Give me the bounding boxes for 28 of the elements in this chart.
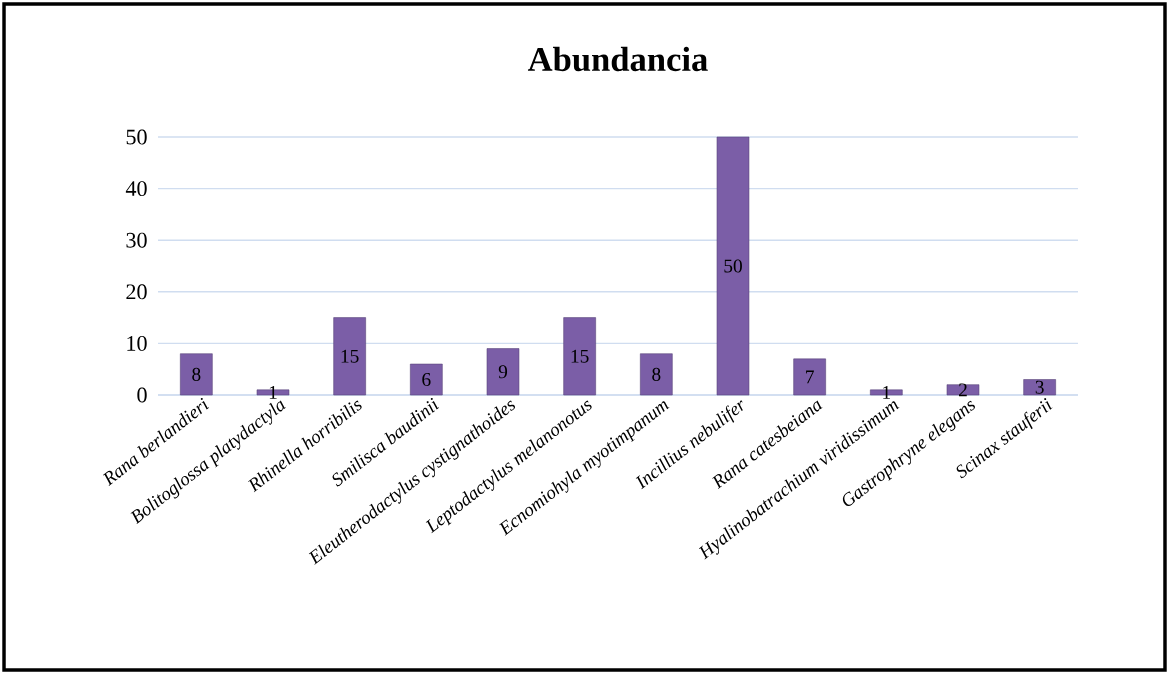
- data-label: 7: [806, 370, 814, 384]
- data-label: 15: [341, 349, 359, 363]
- data-label: 50: [724, 259, 742, 273]
- bar: [180, 353, 213, 396]
- data-label: 6: [422, 373, 431, 387]
- bar: [1023, 379, 1056, 396]
- data-label: 3: [1035, 380, 1044, 394]
- y-tick-label: 20: [126, 284, 147, 300]
- data-label: 2: [958, 383, 967, 397]
- y-tick-label: 30: [126, 232, 147, 248]
- bar: [716, 136, 750, 396]
- bar: [486, 348, 520, 396]
- data-label: 15: [571, 349, 589, 363]
- bar: [410, 363, 443, 396]
- bar: [563, 317, 596, 396]
- bar: [793, 358, 826, 396]
- bar: [333, 317, 366, 396]
- y-tick-label: 50: [126, 129, 147, 145]
- data-label: 8: [192, 367, 201, 381]
- y-tick-label: 10: [127, 335, 147, 351]
- data-label: 1: [883, 386, 891, 399]
- data-label: 8: [652, 367, 661, 381]
- chart-title: Abundancia: [527, 46, 708, 72]
- bar: [640, 353, 673, 396]
- bar: [946, 384, 980, 396]
- data-label: 9: [498, 365, 508, 379]
- y-tick-label: 40: [125, 181, 147, 197]
- data-label: 1: [269, 386, 277, 399]
